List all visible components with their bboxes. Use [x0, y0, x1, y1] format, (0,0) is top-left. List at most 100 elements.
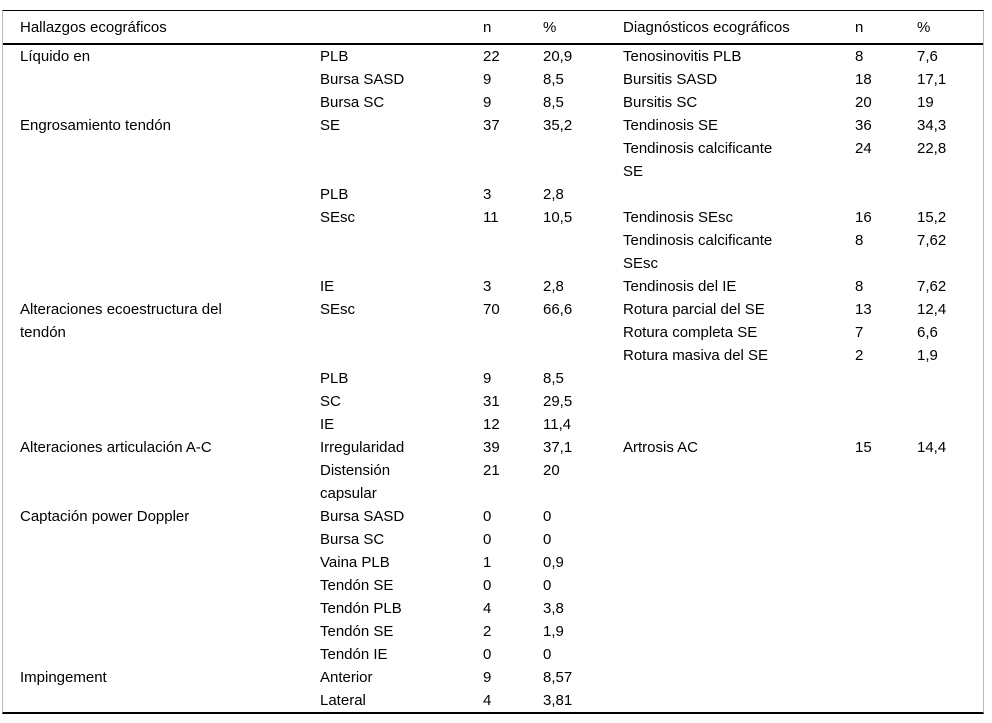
table-cell: 2 — [483, 623, 492, 640]
table-cell: 29,5 — [543, 393, 573, 410]
table-row: PLB 3 2,8 — [3, 183, 983, 206]
table-cell: 34,3 — [917, 117, 947, 134]
column-header-diagnosticos: Diagnósticos ecográficos — [623, 18, 790, 36]
table-cell: 7,62 — [917, 278, 947, 295]
table-cell: 19 — [917, 94, 934, 111]
table-cell: 1,9 — [917, 347, 938, 364]
table-cell: 1,9 — [543, 623, 564, 640]
table-cell: 17,1 — [917, 71, 947, 88]
table-cell: 0,9 — [543, 554, 564, 571]
table-row: Tendinosis calcificante 8 7,62 — [3, 229, 983, 252]
table-cell: 0 — [483, 577, 492, 594]
table-cell: SE — [623, 163, 644, 180]
table-cell: Captación power Doppler — [20, 508, 190, 525]
table-cell: 11 — [483, 209, 499, 226]
table-cell: 16 — [855, 209, 872, 226]
table-cell: 15 — [855, 439, 872, 456]
table-cell: 4 — [483, 692, 492, 709]
table-cell: 22 — [483, 48, 500, 65]
table-cell: 20,9 — [543, 48, 573, 65]
table-cell: Tendinosis calcificante — [623, 232, 773, 249]
table-cell: 13 — [855, 301, 872, 318]
table-cell: 11,4 — [543, 416, 572, 433]
table-cell: 3,8 — [543, 600, 564, 617]
table-cell: IE — [320, 416, 335, 433]
table-cell: Bursitis SASD — [623, 71, 718, 88]
table-row: SEsc 11 10,5 Tendinosis SEsc 16 15,2 — [3, 206, 983, 229]
table-cell: 0 — [483, 646, 492, 663]
table-cell: 0 — [543, 508, 552, 525]
table-row: Distensión 21 20 — [3, 459, 983, 482]
table-row: IE 3 2,8 Tendinosis del IE 8 7,62 — [3, 275, 983, 298]
table-row: Alteraciones articulación A-C Irregularid… — [3, 436, 983, 459]
table-cell: 36 — [855, 117, 872, 134]
table-cell: 66,6 — [543, 301, 573, 318]
table-cell: 21 — [483, 462, 500, 479]
table-row: Líquido en PLB 22 20,9 Tenosinovitis PLB 8 7,6 — [3, 45, 983, 68]
table-cell: 1 — [483, 554, 492, 571]
column-header-n-right: n — [855, 18, 864, 36]
table-cell: Tendón SE — [320, 577, 394, 594]
table-row: Tendón SE 2 1,9 — [3, 620, 983, 643]
table-cell: capsular — [320, 485, 377, 502]
table-cell: Tendón PLB — [320, 600, 402, 617]
table-cell: 3,81 — [543, 692, 573, 709]
table-cell: 0 — [543, 577, 552, 594]
table-cell: Tendón IE — [320, 646, 388, 663]
table-row: Tendón PLB 4 3,8 — [3, 597, 983, 620]
table-row: Alteraciones ecoestructura del SEsc 70 66,6… — [3, 298, 983, 321]
table-cell: SE — [320, 117, 341, 134]
table-cell: Tendinosis SEsc — [623, 209, 734, 226]
table-cell: 7,6 — [917, 48, 938, 65]
table-cell: 9 — [483, 71, 492, 88]
table-cell: 9 — [483, 94, 492, 111]
table-row: SEsc — [3, 252, 983, 275]
table-cell: Bursa SASD — [320, 71, 405, 88]
table-cell: Bursitis SC — [623, 94, 698, 111]
table-cell: tendón — [20, 324, 66, 341]
table-cell: Lateral — [320, 692, 366, 709]
table-row: Impingement Anterior 9 8,57 — [3, 666, 983, 689]
table-row: Engrosamiento tendón SE 37 35,2 Tendinosis S… — [3, 114, 983, 137]
table-cell: 12,4 — [917, 301, 947, 318]
table-cell: 7,62 — [917, 232, 947, 249]
table-cell: 9 — [483, 669, 492, 686]
table-row: Tendón SE 0 0 — [3, 574, 983, 597]
table-cell: Rotura masiva del SE — [623, 347, 769, 364]
table-cell: 24 — [855, 140, 872, 157]
table-cell: Alteraciones articulación A-C — [20, 439, 212, 456]
table-cell: 8 — [855, 232, 864, 249]
table-row: Lateral 4 3,81 — [3, 689, 983, 712]
column-header-pct-left: % — [543, 18, 557, 36]
table-cell: 35,2 — [543, 117, 573, 134]
table-row: capsular — [3, 482, 983, 505]
table-cell: IE — [320, 278, 335, 295]
table-cell: Bursa SC — [320, 94, 385, 111]
table-cell: 22,8 — [917, 140, 947, 157]
table-cell: Tendinosis calcificante — [623, 140, 773, 157]
table-cell: 20 — [855, 94, 872, 111]
table-cell: 14,4 — [917, 439, 947, 456]
table-row: Vaina PLB 1 0,9 — [3, 551, 983, 574]
table-cell: PLB — [320, 48, 349, 65]
table-cell: Rotura parcial del SE — [623, 301, 765, 318]
table-row: SE — [3, 160, 983, 183]
table-cell: 0 — [483, 508, 492, 525]
table-cell: 8,5 — [543, 71, 564, 88]
table-cell: 18 — [855, 71, 872, 88]
table-cell: 3 — [483, 186, 492, 203]
table-row: Bursa SC 0 0 — [3, 528, 983, 551]
table-cell: Vaina PLB — [320, 554, 390, 571]
table-cell: SEsc — [320, 209, 356, 226]
table-cell: 37,1 — [543, 439, 573, 456]
table-cell: Irregularidad — [320, 439, 405, 456]
table-cell: 8,5 — [543, 94, 564, 111]
table-row: Bursa SC 9 8,5 Bursitis SC 20 19 — [3, 91, 983, 114]
column-header-n-left: n — [483, 18, 492, 36]
table-cell: Tendinosis SE — [623, 117, 719, 134]
table-cell: 0 — [543, 531, 552, 548]
table-cell: Anterior — [320, 669, 373, 686]
table-row: SC 31 29,5 — [3, 390, 983, 413]
table-row: tendón Rotura completa SE 7 6,6 — [3, 321, 983, 344]
table-row: PLB 9 8,5 — [3, 367, 983, 390]
